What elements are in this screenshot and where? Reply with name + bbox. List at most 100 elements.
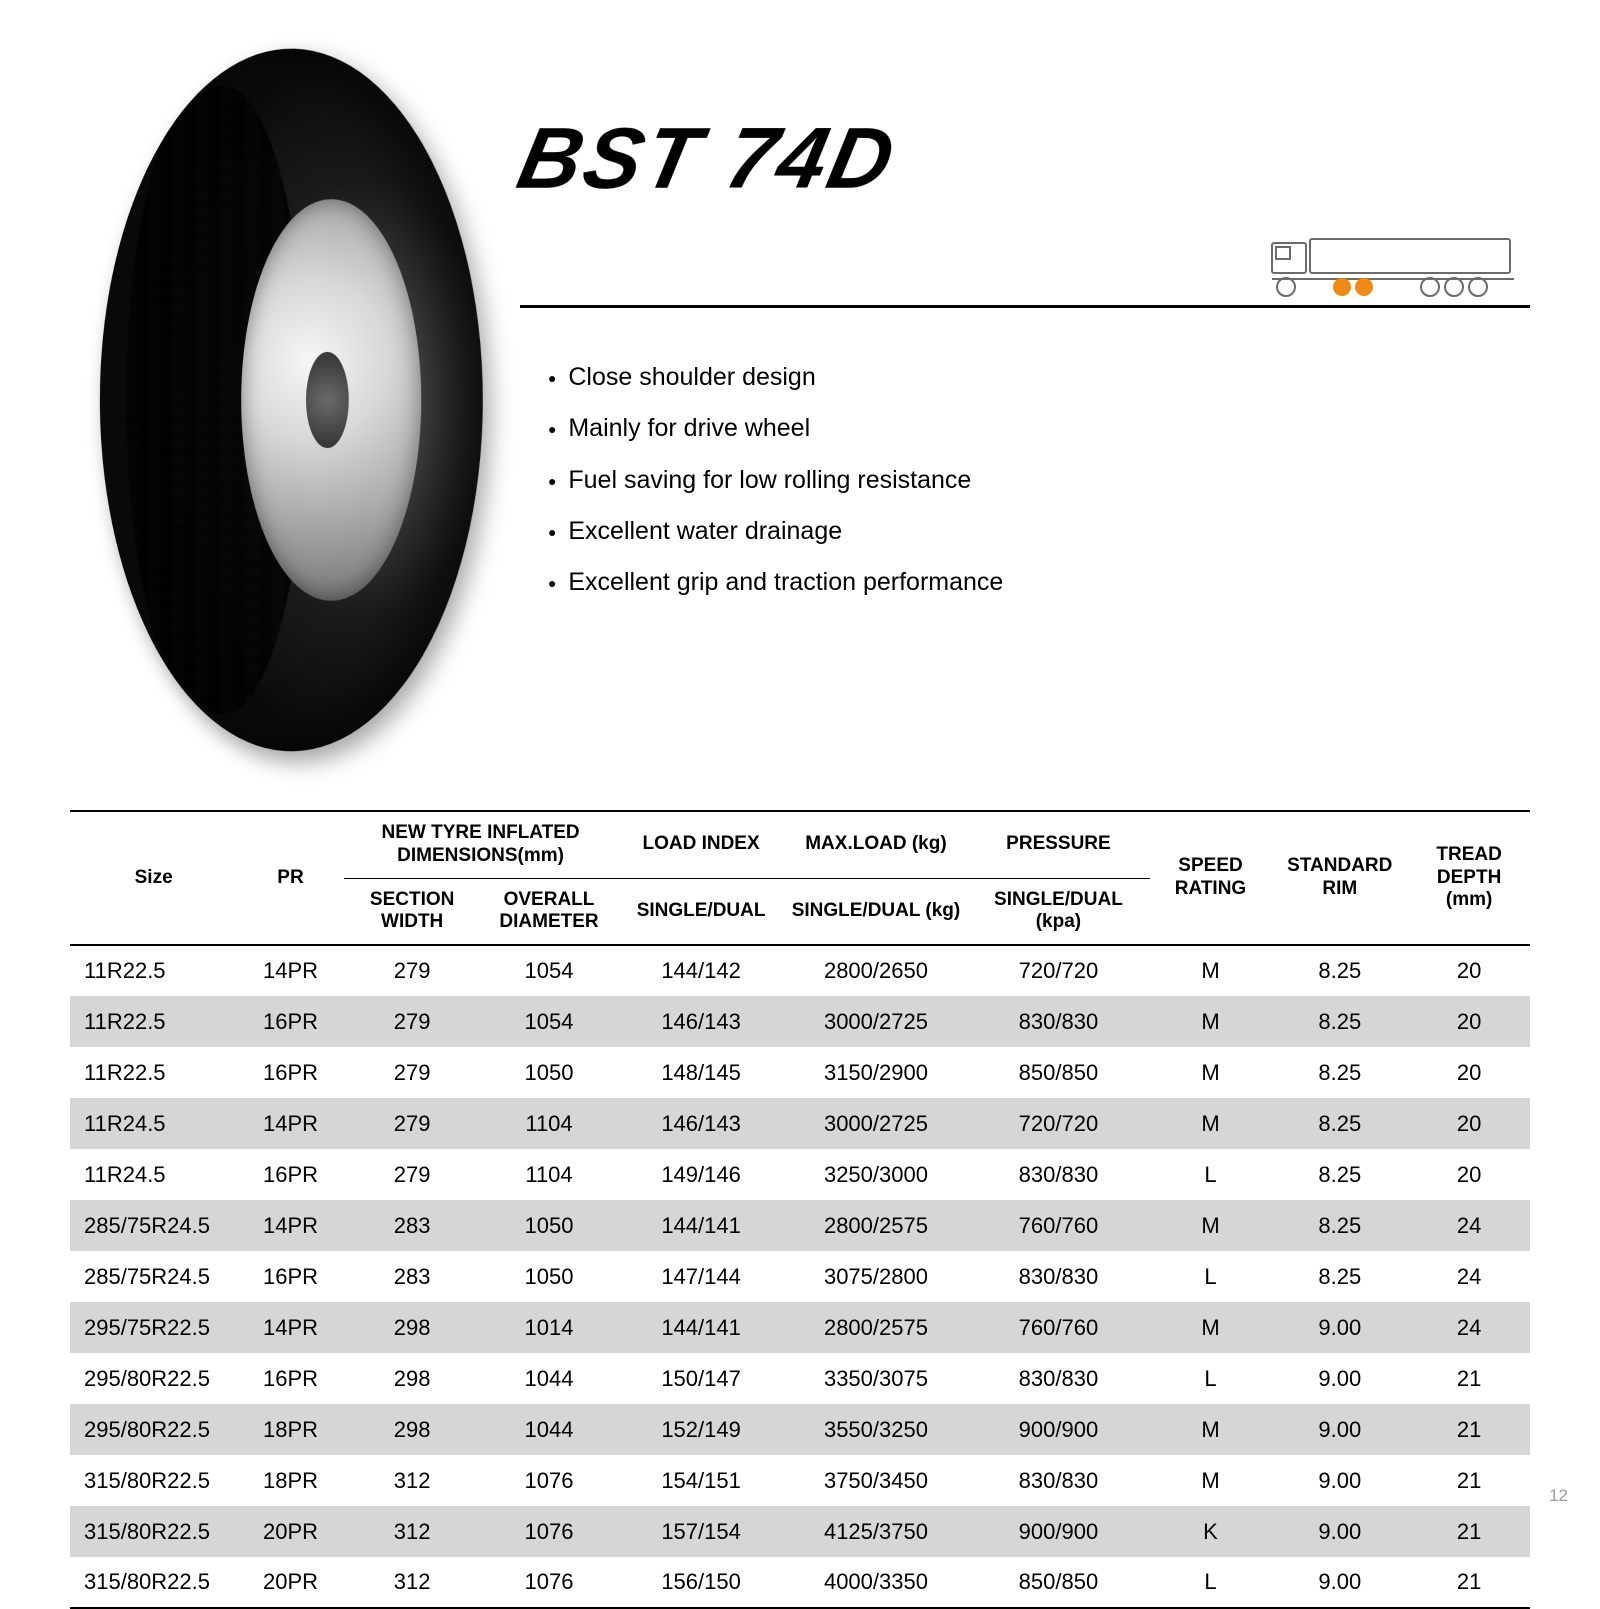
table-cell: 315/80R22.5 (70, 1506, 237, 1557)
table-cell: 720/720 (967, 1098, 1149, 1149)
table-cell: 315/80R22.5 (70, 1557, 237, 1608)
table-cell: 14PR (237, 1098, 343, 1149)
table-cell: M (1150, 1200, 1272, 1251)
th-max-load: MAX.LOAD (kg) (785, 811, 967, 878)
table-cell: 14PR (237, 1200, 343, 1251)
table-cell: 9.00 (1271, 1353, 1408, 1404)
th-dims-group: NEW TYRE INFLATED DIMENSIONS(mm) (344, 811, 618, 878)
table-cell: 1054 (481, 945, 618, 996)
page-number: 12 (1549, 1486, 1568, 1506)
table-cell: 900/900 (967, 1404, 1149, 1455)
table-cell: 154/151 (617, 1455, 784, 1506)
table-cell: 8.25 (1271, 945, 1408, 996)
table-cell: 760/760 (967, 1302, 1149, 1353)
table-cell: 2800/2575 (785, 1200, 967, 1251)
table-cell: 4125/3750 (785, 1506, 967, 1557)
th-rim: STANDARD RIM (1271, 811, 1408, 945)
table-cell: 285/75R24.5 (70, 1200, 237, 1251)
table-cell: 295/75R22.5 (70, 1302, 237, 1353)
table-cell: 9.00 (1271, 1302, 1408, 1353)
table-cell: 315/80R22.5 (70, 1455, 237, 1506)
table-cell: 2800/2650 (785, 945, 967, 996)
table-row: 11R24.514PR2791104146/1433000/2725720/72… (70, 1098, 1530, 1149)
table-cell: 146/143 (617, 996, 784, 1047)
table-cell: 11R22.5 (70, 945, 237, 996)
title-divider (520, 305, 1530, 308)
table-cell: M (1150, 1302, 1272, 1353)
th-size: Size (70, 811, 237, 945)
table-cell: 144/141 (617, 1302, 784, 1353)
table-cell: 152/149 (617, 1404, 784, 1455)
table-cell: 3350/3075 (785, 1353, 967, 1404)
table-cell: 1104 (481, 1098, 618, 1149)
table-cell: 20PR (237, 1506, 343, 1557)
table-cell: 279 (344, 1149, 481, 1200)
table-cell: 8.25 (1271, 1149, 1408, 1200)
table-cell: 16PR (237, 1047, 343, 1098)
table-cell: 11R22.5 (70, 1047, 237, 1098)
table-cell: 20 (1408, 1047, 1530, 1098)
table-cell: 3000/2725 (785, 1098, 967, 1149)
table-cell: 1076 (481, 1557, 618, 1608)
th-max-load-sub: SINGLE/DUAL (kg) (785, 878, 967, 945)
table-cell: M (1150, 1098, 1272, 1149)
table-cell: 1044 (481, 1353, 618, 1404)
table-cell: 21 (1408, 1404, 1530, 1455)
table-row: 295/80R22.518PR2981044152/1493550/325090… (70, 1404, 1530, 1455)
table-cell: 830/830 (967, 996, 1149, 1047)
table-cell: 20 (1408, 1098, 1530, 1149)
th-pressure: PRESSURE (967, 811, 1149, 878)
table-cell: 1044 (481, 1404, 618, 1455)
table-row: 315/80R22.520PR3121076156/1504000/335085… (70, 1557, 1530, 1608)
table-cell: 9.00 (1271, 1557, 1408, 1608)
table-cell: 11R24.5 (70, 1149, 237, 1200)
table-cell: 1050 (481, 1047, 618, 1098)
table-cell: 3000/2725 (785, 996, 967, 1047)
table-cell: 144/141 (617, 1200, 784, 1251)
th-load-index-sub: SINGLE/DUAL (617, 878, 784, 945)
th-section-width: SECTION WIDTH (344, 878, 481, 945)
table-cell: L (1150, 1353, 1272, 1404)
truck-icon (1270, 235, 1520, 299)
table-cell: 8.25 (1271, 1200, 1408, 1251)
table-cell: 20 (1408, 996, 1530, 1047)
table-cell: 157/154 (617, 1506, 784, 1557)
table-cell: 148/145 (617, 1047, 784, 1098)
spec-table: Size PR NEW TYRE INFLATED DIMENSIONS(mm)… (70, 810, 1530, 1609)
table-cell: 285/75R24.5 (70, 1251, 237, 1302)
table-cell: 312 (344, 1557, 481, 1608)
table-cell: 295/80R22.5 (70, 1353, 237, 1404)
table-cell: 298 (344, 1353, 481, 1404)
table-cell: 11R22.5 (70, 996, 237, 1047)
table-cell: 3250/3000 (785, 1149, 967, 1200)
feature-item: Fuel saving for low rolling resistance (548, 455, 1530, 506)
table-cell: 850/850 (967, 1047, 1149, 1098)
table-cell: 9.00 (1271, 1404, 1408, 1455)
table-cell: 900/900 (967, 1506, 1149, 1557)
table-row: 295/75R22.514PR2981014144/1412800/257576… (70, 1302, 1530, 1353)
table-cell: 3075/2800 (785, 1251, 967, 1302)
table-cell: 2800/2575 (785, 1302, 967, 1353)
table-cell: 298 (344, 1302, 481, 1353)
table-cell: 298 (344, 1404, 481, 1455)
table-cell: 830/830 (967, 1455, 1149, 1506)
feature-item: Mainly for drive wheel (548, 403, 1530, 454)
table-cell: 8.25 (1271, 996, 1408, 1047)
table-cell: 1050 (481, 1251, 618, 1302)
table-cell: 16PR (237, 1149, 343, 1200)
product-title: BST 74D (509, 110, 1540, 209)
table-cell: 150/147 (617, 1353, 784, 1404)
table-cell: 20 (1408, 945, 1530, 996)
th-load-index: LOAD INDEX (617, 811, 784, 878)
table-cell: 16PR (237, 996, 343, 1047)
table-cell: 21 (1408, 1506, 1530, 1557)
table-cell: 21 (1408, 1353, 1530, 1404)
table-cell: 16PR (237, 1251, 343, 1302)
table-cell: 3550/3250 (785, 1404, 967, 1455)
table-cell: 312 (344, 1455, 481, 1506)
feature-item: Close shoulder design (548, 352, 1530, 403)
table-cell: M (1150, 945, 1272, 996)
table-cell: 16PR (237, 1353, 343, 1404)
th-tread: TREAD DEPTH (mm) (1408, 811, 1530, 945)
th-pressure-sub: SINGLE/DUAL (kpa) (967, 878, 1149, 945)
